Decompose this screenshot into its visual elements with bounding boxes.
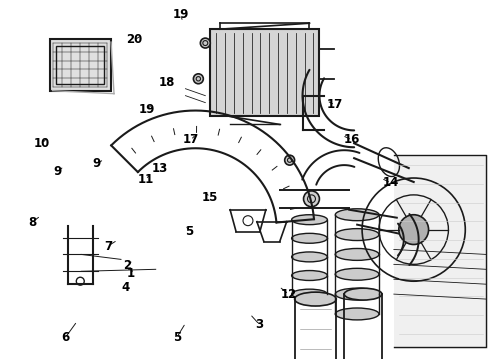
Text: 13: 13: [152, 162, 168, 175]
Text: 17: 17: [182, 134, 198, 147]
Ellipse shape: [335, 248, 379, 260]
Ellipse shape: [294, 292, 336, 306]
Text: 17: 17: [327, 99, 343, 112]
Text: 3: 3: [255, 318, 264, 331]
Ellipse shape: [292, 252, 327, 262]
Ellipse shape: [335, 209, 379, 221]
Bar: [56, 46, 104, 84]
Text: 15: 15: [202, 191, 218, 204]
Text: 20: 20: [126, 33, 142, 46]
Text: 14: 14: [383, 176, 399, 189]
Ellipse shape: [292, 271, 327, 280]
Text: 10: 10: [34, 137, 50, 150]
Text: 1: 1: [127, 267, 135, 280]
Text: 9: 9: [54, 165, 62, 177]
Circle shape: [303, 191, 319, 207]
Text: 6: 6: [61, 332, 69, 345]
Text: 12: 12: [281, 288, 297, 301]
Text: 5: 5: [173, 332, 181, 345]
Ellipse shape: [335, 268, 379, 280]
Ellipse shape: [292, 215, 327, 225]
Text: 19: 19: [139, 103, 155, 116]
Text: 19: 19: [172, 9, 189, 22]
Text: 4: 4: [122, 281, 130, 294]
Circle shape: [200, 38, 210, 48]
Ellipse shape: [292, 289, 327, 299]
Circle shape: [285, 155, 294, 165]
Circle shape: [194, 74, 203, 84]
Ellipse shape: [344, 288, 382, 300]
Text: 8: 8: [28, 216, 36, 229]
Ellipse shape: [335, 288, 379, 300]
Ellipse shape: [292, 233, 327, 243]
Bar: [394, 155, 488, 349]
Circle shape: [399, 215, 429, 244]
Ellipse shape: [335, 229, 379, 240]
Bar: [210, 29, 319, 117]
Text: 7: 7: [104, 240, 112, 253]
Text: 11: 11: [137, 173, 153, 186]
Text: 5: 5: [185, 225, 193, 238]
Bar: [49, 39, 111, 91]
Text: 2: 2: [123, 258, 131, 271]
Text: 16: 16: [344, 134, 360, 147]
Text: 9: 9: [93, 157, 101, 170]
Text: 18: 18: [159, 76, 175, 89]
Ellipse shape: [335, 308, 379, 320]
